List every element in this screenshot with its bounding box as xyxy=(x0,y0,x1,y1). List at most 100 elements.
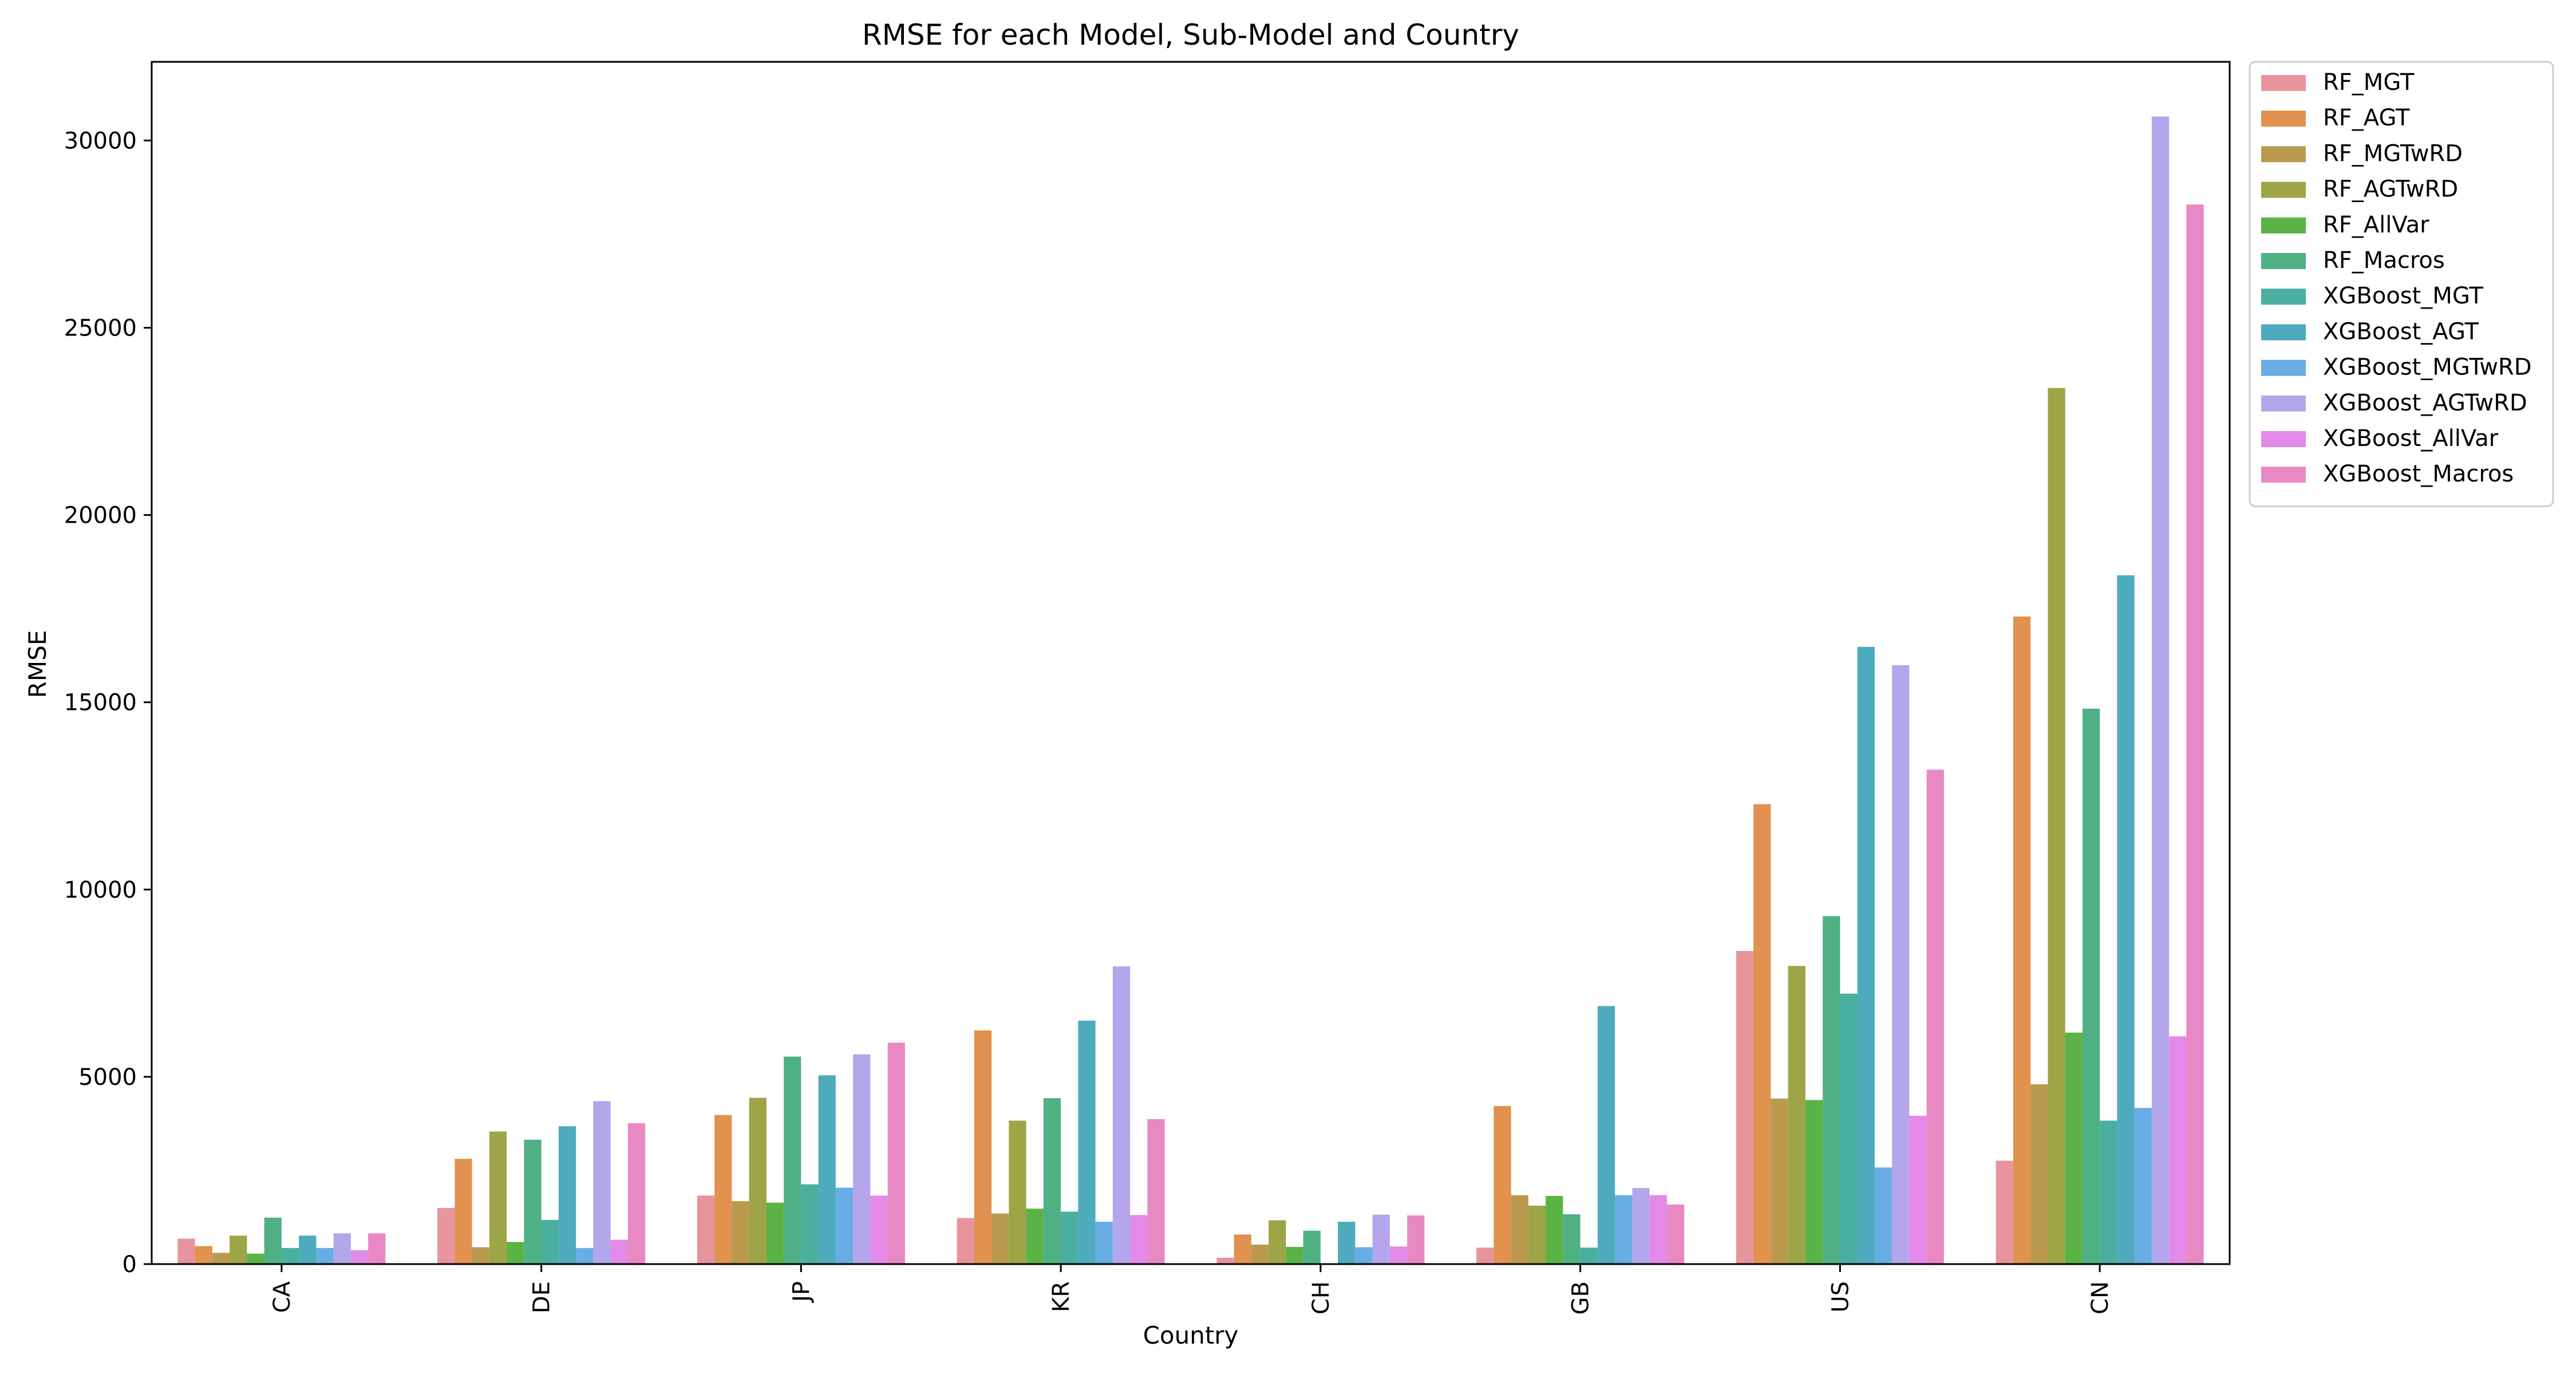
bar-KR-RF_Macros xyxy=(1043,1098,1061,1264)
legend-swatch-XGBoost_MGT xyxy=(2261,289,2306,305)
bar-CA-XGBoost_AllVar xyxy=(350,1250,369,1264)
bar-JP-XGBoost_Macros xyxy=(887,1043,905,1264)
legend-label-RF_AGT: RF_AGT xyxy=(2323,105,2410,131)
bar-US-XGBoost_MGT xyxy=(1840,993,1858,1264)
bar-CA-XGBoost_AGTwRD xyxy=(333,1233,351,1264)
bar-JP-RF_Macros xyxy=(784,1056,801,1264)
bar-JP-RF_AllVar xyxy=(766,1202,784,1264)
bar-CN-RF_MGT xyxy=(1996,1160,2013,1264)
y-tick-label: 5000 xyxy=(78,1064,137,1091)
bar-GB-XGBoost_MGTwRD xyxy=(1615,1195,1633,1264)
bar-CH-RF_AGTwRD xyxy=(1269,1220,1286,1264)
y-tick-label: 30000 xyxy=(64,128,137,154)
legend-swatch-RF_AGTwRD xyxy=(2261,181,2306,198)
bar-GB-RF_MGT xyxy=(1476,1247,1494,1264)
legend-swatch-XGBoost_MGTwRD xyxy=(2261,360,2306,376)
bar-US-RF_MGT xyxy=(1736,951,1754,1264)
bar-US-RF_MGTwRD xyxy=(1771,1098,1788,1264)
bar-US-XGBoost_AllVar xyxy=(1909,1115,1927,1264)
x-tick-label: DE xyxy=(529,1281,555,1313)
bar-JP-XGBoost_MGTwRD xyxy=(835,1187,854,1264)
legend: RF_MGT RF_AGT RF_MGTwRD RF_AGTwRD RF_AllVar R… xyxy=(2249,61,2554,507)
bar-KR-XGBoost_AGT xyxy=(1078,1020,1096,1264)
bar-CN-XGBoost_Macros xyxy=(2186,204,2204,1265)
bar-CN-XGBoost_AGTwRD xyxy=(2151,116,2170,1264)
legend-swatch-RF_AllVar xyxy=(2261,217,2306,234)
bar-US-RF_AllVar xyxy=(1805,1100,1823,1264)
bar-GB-XGBoost_AGTwRD xyxy=(1632,1188,1650,1264)
bar-CA-RF_Macros xyxy=(264,1217,282,1264)
bar-JP-XGBoost_AGTwRD xyxy=(853,1054,871,1264)
bar-DE-XGBoost_AGTwRD xyxy=(593,1101,611,1264)
bar-JP-RF_AGTwRD xyxy=(749,1097,767,1264)
x-tick-label: CH xyxy=(1308,1281,1334,1314)
bar-CA-RF_MGT xyxy=(177,1238,195,1264)
bar-JP-RF_AGT xyxy=(714,1115,732,1264)
y-tick-label: 10000 xyxy=(64,877,137,903)
bar-CH-XGBoost_AGTwRD xyxy=(1372,1214,1390,1264)
bar-KR-RF_MGT xyxy=(957,1218,974,1264)
x-tick-label: GB xyxy=(1568,1281,1594,1314)
bar-US-XGBoost_AGTwRD xyxy=(1892,665,1910,1264)
bar-CA-XGBoost_MGT xyxy=(281,1247,299,1264)
legend-label-XGBoost_Macros: XGBoost_Macros xyxy=(2323,461,2514,487)
legend-swatch-RF_MGT xyxy=(2261,75,2306,91)
bar-CH-XGBoost_MGTwRD xyxy=(1355,1247,1373,1264)
legend-swatch-XGBoost_AGTwRD xyxy=(2261,395,2306,412)
legend-label-XGBoost_AGT: XGBoost_AGT xyxy=(2323,318,2479,345)
bar-US-XGBoost_MGTwRD xyxy=(1874,1167,1893,1264)
bar-US-XGBoost_Macros xyxy=(1926,769,1944,1264)
bar-DE-RF_AGT xyxy=(455,1159,472,1264)
bar-CH-RF_AllVar xyxy=(1286,1246,1303,1264)
bar-CA-XGBoost_MGTwRD xyxy=(316,1247,334,1264)
bar-KR-RF_MGTwRD xyxy=(991,1213,1009,1264)
legend-swatch-XGBoost_AllVar xyxy=(2261,431,2306,447)
bar-KR-XGBoost_MGTwRD xyxy=(1095,1222,1113,1264)
bar-CN-XGBoost_MGT xyxy=(2100,1120,2117,1264)
y-tick-label: 25000 xyxy=(64,315,137,341)
bar-US-RF_Macros xyxy=(1823,916,1840,1264)
y-axis-label: RMSE xyxy=(23,630,52,698)
bar-JP-XGBoost_MGT xyxy=(801,1184,819,1264)
bar-DE-XGBoost_MGT xyxy=(541,1219,559,1264)
bar-CH-XGBoost_AGT xyxy=(1338,1222,1356,1264)
bar-CH-RF_AGT xyxy=(1234,1234,1251,1264)
x-tick-label: JP xyxy=(788,1281,815,1304)
bar-GB-RF_AGT xyxy=(1494,1105,1511,1264)
legend-label-RF_Macros: RF_Macros xyxy=(2323,247,2445,274)
legend-label-XGBoost_AGTwRD: XGBoost_AGTwRD xyxy=(2323,390,2527,416)
bar-GB-XGBoost_AGT xyxy=(1597,1006,1615,1264)
bar-CH-RF_MGT xyxy=(1216,1257,1234,1264)
x-tick-label: US xyxy=(1827,1281,1854,1313)
bar-KR-XGBoost_Macros xyxy=(1147,1119,1165,1264)
bar-US-RF_AGT xyxy=(1753,804,1771,1264)
bar-CA-RF_AGTwRD xyxy=(230,1235,247,1264)
bar-CA-RF_MGTwRD xyxy=(212,1253,230,1264)
plot-area: 0 5000 10000 15000 20000 25000 30000 CA DE JP KR CH… xyxy=(64,116,2204,1314)
bar-GB-RF_MGTwRD xyxy=(1511,1195,1528,1264)
legend-box xyxy=(2249,61,2554,507)
bar-DE-XGBoost_AGT xyxy=(558,1126,576,1264)
bar-CA-RF_AllVar xyxy=(247,1253,264,1264)
bar-CH-RF_Macros xyxy=(1303,1230,1321,1264)
y-tick-label: 20000 xyxy=(64,503,137,529)
bar-GB-XGBoost_MGT xyxy=(1580,1247,1598,1264)
bar-DE-RF_AGTwRD xyxy=(489,1131,507,1264)
bar-CN-RF_AllVar xyxy=(2065,1032,2083,1264)
bar-JP-XGBoost_AllVar xyxy=(870,1195,888,1264)
x-axis-label: Country xyxy=(1143,1321,1239,1349)
bar-KR-RF_AGTwRD xyxy=(1009,1120,1026,1264)
bar-DE-XGBoost_MGTwRD xyxy=(576,1247,594,1264)
x-tick-label: KR xyxy=(1048,1281,1074,1312)
legend-swatch-RF_Macros xyxy=(2261,253,2306,269)
bar-GB-RF_Macros xyxy=(1563,1214,1581,1264)
bar-GB-XGBoost_AllVar xyxy=(1649,1195,1667,1264)
bar-DE-XGBoost_Macros xyxy=(627,1123,646,1264)
bar-CN-XGBoost_AGT xyxy=(2117,575,2135,1264)
bar-DE-RF_AllVar xyxy=(507,1242,524,1264)
bar-CN-RF_MGTwRD xyxy=(2030,1084,2048,1264)
bar-KR-XGBoost_MGT xyxy=(1061,1211,1078,1264)
bar-KR-RF_AGT xyxy=(974,1030,992,1264)
x-tick-label: CA xyxy=(269,1281,295,1313)
legend-label-XGBoost_MGT: XGBoost_MGT xyxy=(2323,283,2483,309)
